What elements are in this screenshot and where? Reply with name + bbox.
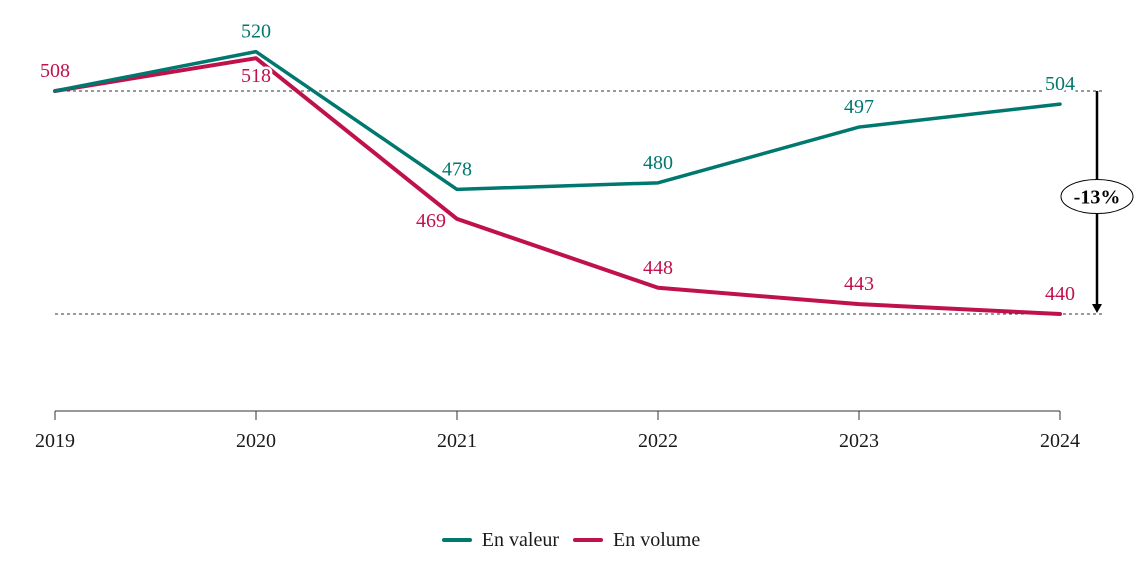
series-line-valeur (53, 49, 1062, 192)
legend-label-valeur: En valeur (481, 528, 559, 551)
x-tick-label: 2019 (35, 430, 75, 452)
reference-lines (55, 90, 1102, 315)
x-tick-label: 2024 (1040, 430, 1080, 452)
x-tick-label: 2022 (638, 430, 678, 452)
series-lines (53, 49, 1062, 316)
data-label-valeur: 520 (241, 21, 271, 43)
data-label-volume: 508 (40, 60, 70, 82)
data-label-volume: 440 (1045, 283, 1075, 305)
series-line-volume (53, 56, 1062, 316)
data-label-valeur: 497 (844, 96, 874, 118)
data-label-valeur: 504 (1045, 73, 1075, 95)
change-badge (1060, 179, 1134, 214)
legend: En valeur En volume (0, 526, 1142, 554)
legend-swatch-valeur (441, 538, 472, 542)
legend-item-valeur: En valeur (441, 528, 559, 552)
data-labels: 520 478 480 497 504 508 518 469 448 443 440 (38, 18, 1078, 307)
change-annotation: -13% (1060, 91, 1134, 313)
change-badge-label: -13% (1074, 187, 1121, 209)
x-tick-label: 2020 (236, 430, 276, 452)
data-label-valeur: 478 (442, 158, 472, 180)
legend-swatch-volume (572, 538, 603, 542)
data-label-volume: 443 (844, 273, 874, 295)
x-tick-label: 2021 (437, 430, 477, 452)
data-label-volume: 469 (416, 210, 446, 232)
data-label-volume: 448 (643, 257, 673, 279)
data-label-volume: 518 (241, 65, 271, 87)
x-axis: 2019 2020 2021 2022 2023 2024 (35, 410, 1080, 452)
x-tick-label: 2023 (839, 430, 879, 452)
legend-label-volume: En volume (612, 528, 701, 551)
legend-item-volume: En volume (572, 528, 701, 552)
data-label-valeur: 480 (643, 152, 673, 174)
change-arrow-head (1092, 304, 1102, 313)
